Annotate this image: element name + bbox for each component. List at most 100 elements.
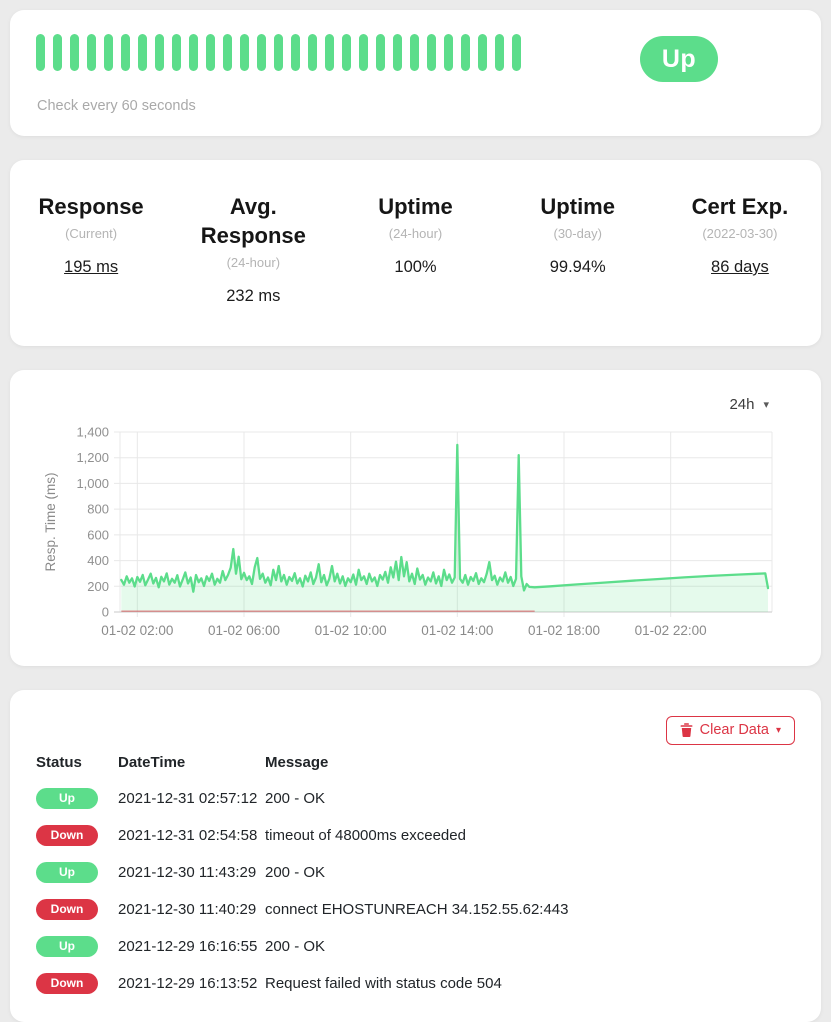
svg-text:01-02 14:00: 01-02 14:00 [421,623,493,638]
event-message: connect EHOSTUNREACH 34.152.55.62:443 [265,901,569,918]
heartbeat-beat [359,34,368,71]
heartbeat-beat [325,34,334,71]
stat-title: Avg. Response [200,194,306,249]
svg-text:800: 800 [87,502,109,517]
table-row: Up 2021-12-29 16:16:55 200 - OK [36,928,795,965]
heartbeat-beat [223,34,232,71]
event-datetime: 2021-12-30 11:40:29 [118,901,257,918]
heartbeat-beat [104,34,113,71]
heartbeat-beat [240,34,249,71]
svg-text:1,400: 1,400 [76,425,109,440]
heartbeat-beat [376,34,385,71]
table-row: Up 2021-12-31 02:57:12 200 - OK [36,780,795,817]
svg-text:01-02 06:00: 01-02 06:00 [208,623,280,638]
monitor-card: Up Check every 60 seconds [10,10,821,136]
response-time-chart: 0 200 400 600 800 1,000 1,200 1,400 01-02 02:00 0… [43,425,773,638]
clear-data-button[interactable]: Clear Data ▾ [665,716,795,745]
heartbeat-beat [257,34,266,71]
heartbeat-beat [308,34,317,71]
chevron-down-icon: ▾ [763,399,769,411]
heartbeat-beat [36,34,45,71]
heartbeat-beat [53,34,62,71]
stat-subtitle: (Current) [65,226,118,242]
heartbeat-beat [121,34,130,71]
table-row: Up 2021-12-30 11:43:29 200 - OK [36,854,795,891]
event-status-badge: Up [36,788,98,809]
event-datetime: 2021-12-29 16:13:52 [118,975,258,992]
chart-period-dropdown[interactable]: 24h ▾ [729,396,769,413]
svg-text:200: 200 [87,579,109,594]
stat-subtitle: (2022-03-30) [702,226,778,242]
table-row: Down 2021-12-31 02:54:58 timeout of 48000m… [36,817,795,854]
heartbeat-beat [70,34,79,71]
event-status-badge: Up [36,862,98,883]
stats-card: Response (Current) 195 ms Avg. Response (24-… [10,160,821,346]
stat-subtitle: (30-day) [553,226,602,242]
events-table-header: Status DateTime Message [36,754,795,780]
heartbeat-beat [512,34,521,71]
heartbeat-beat [155,34,164,71]
stat-response: Response (Current) 195 ms [10,192,172,306]
table-row: Down 2021-12-30 11:40:29 connect EHOSTUNRE… [36,891,795,928]
heartbeat-beat [189,34,198,71]
column-header-datetime: DateTime [118,754,186,771]
event-status-badge: Down [36,899,98,920]
event-status-badge: Up [36,936,98,957]
stat-value: 232 ms [226,287,281,306]
heartbeat-beat [342,34,351,71]
svg-text:600: 600 [87,527,109,542]
stat-title: Uptime [378,194,453,219]
svg-text:400: 400 [87,553,109,568]
y-axis-label: Resp. Time (ms) [43,472,58,571]
table-row: Down 2021-12-29 16:13:52 Request failed wi… [36,965,795,1002]
heartbeat-bar [36,34,521,71]
stat-avg-response: Avg. Response (24-hour) 232 ms [172,192,334,306]
heartbeat-beat [274,34,283,71]
heartbeat-beat [393,34,402,71]
event-message: Request failed with status code 504 [265,975,502,992]
stat-value: 86 days [711,258,769,277]
event-datetime: 2021-12-30 11:43:29 [118,864,257,881]
svg-text:01-02 02:00: 01-02 02:00 [101,623,173,638]
heartbeat-beat [410,34,419,71]
status-badge: Up [640,36,718,82]
stat-subtitle: (24-hour) [226,255,281,271]
chevron-down-icon: ▾ [775,724,781,736]
stat-uptime: Uptime (24-hour) 100% [334,192,496,306]
event-message: 200 - OK [265,864,326,881]
clear-data-label: Clear Data [699,722,769,738]
stat-cert-exp-: Cert Exp. (2022-03-30) 86 days [659,192,821,306]
stats-row: Response (Current) 195 ms Avg. Response (24-… [10,160,821,306]
event-status-badge: Down [36,825,98,846]
svg-text:01-02 10:00: 01-02 10:00 [315,623,387,638]
stat-title: Response [38,194,144,219]
chart-card: 24h ▾ 0 200 400 600 800 1,000 1,200 1,400 01-02 … [10,370,821,666]
events-table-body: Up 2021-12-31 02:57:12 200 - OK Down 2021-12… [36,780,795,1002]
svg-text:1,200: 1,200 [76,450,109,465]
event-message: timeout of 48000ms exceeded [265,827,466,844]
events-card: Clear Data ▾ Status DateTime Message Up 2… [10,690,821,1022]
heartbeat-beat [461,34,470,71]
heartbeat-beat [172,34,181,71]
event-datetime: 2021-12-31 02:57:12 [118,790,258,807]
stat-subtitle: (24-hour) [388,226,443,242]
heartbeat-beat [495,34,504,71]
stat-uptime: Uptime (30-day) 99.94% [497,192,659,306]
event-status-badge: Down [36,973,98,994]
chart-period-label: 24h [729,396,755,413]
event-message: 200 - OK [265,938,326,955]
svg-text:0: 0 [102,605,109,620]
stat-title: Cert Exp. [691,194,789,219]
svg-text:01-02 22:00: 01-02 22:00 [635,623,707,638]
stat-value: 195 ms [64,258,119,277]
heartbeat-beat [444,34,453,71]
stat-value: 99.94% [549,258,606,277]
heartbeat-beat [138,34,147,71]
heartbeat-beat [427,34,436,71]
trash-icon [680,723,693,737]
heartbeat-beat [206,34,215,71]
event-datetime: 2021-12-31 02:54:58 [118,827,258,844]
heartbeat-beat [291,34,300,71]
check-interval-text: Check every 60 seconds [37,98,196,114]
column-header-status: Status [36,754,82,771]
